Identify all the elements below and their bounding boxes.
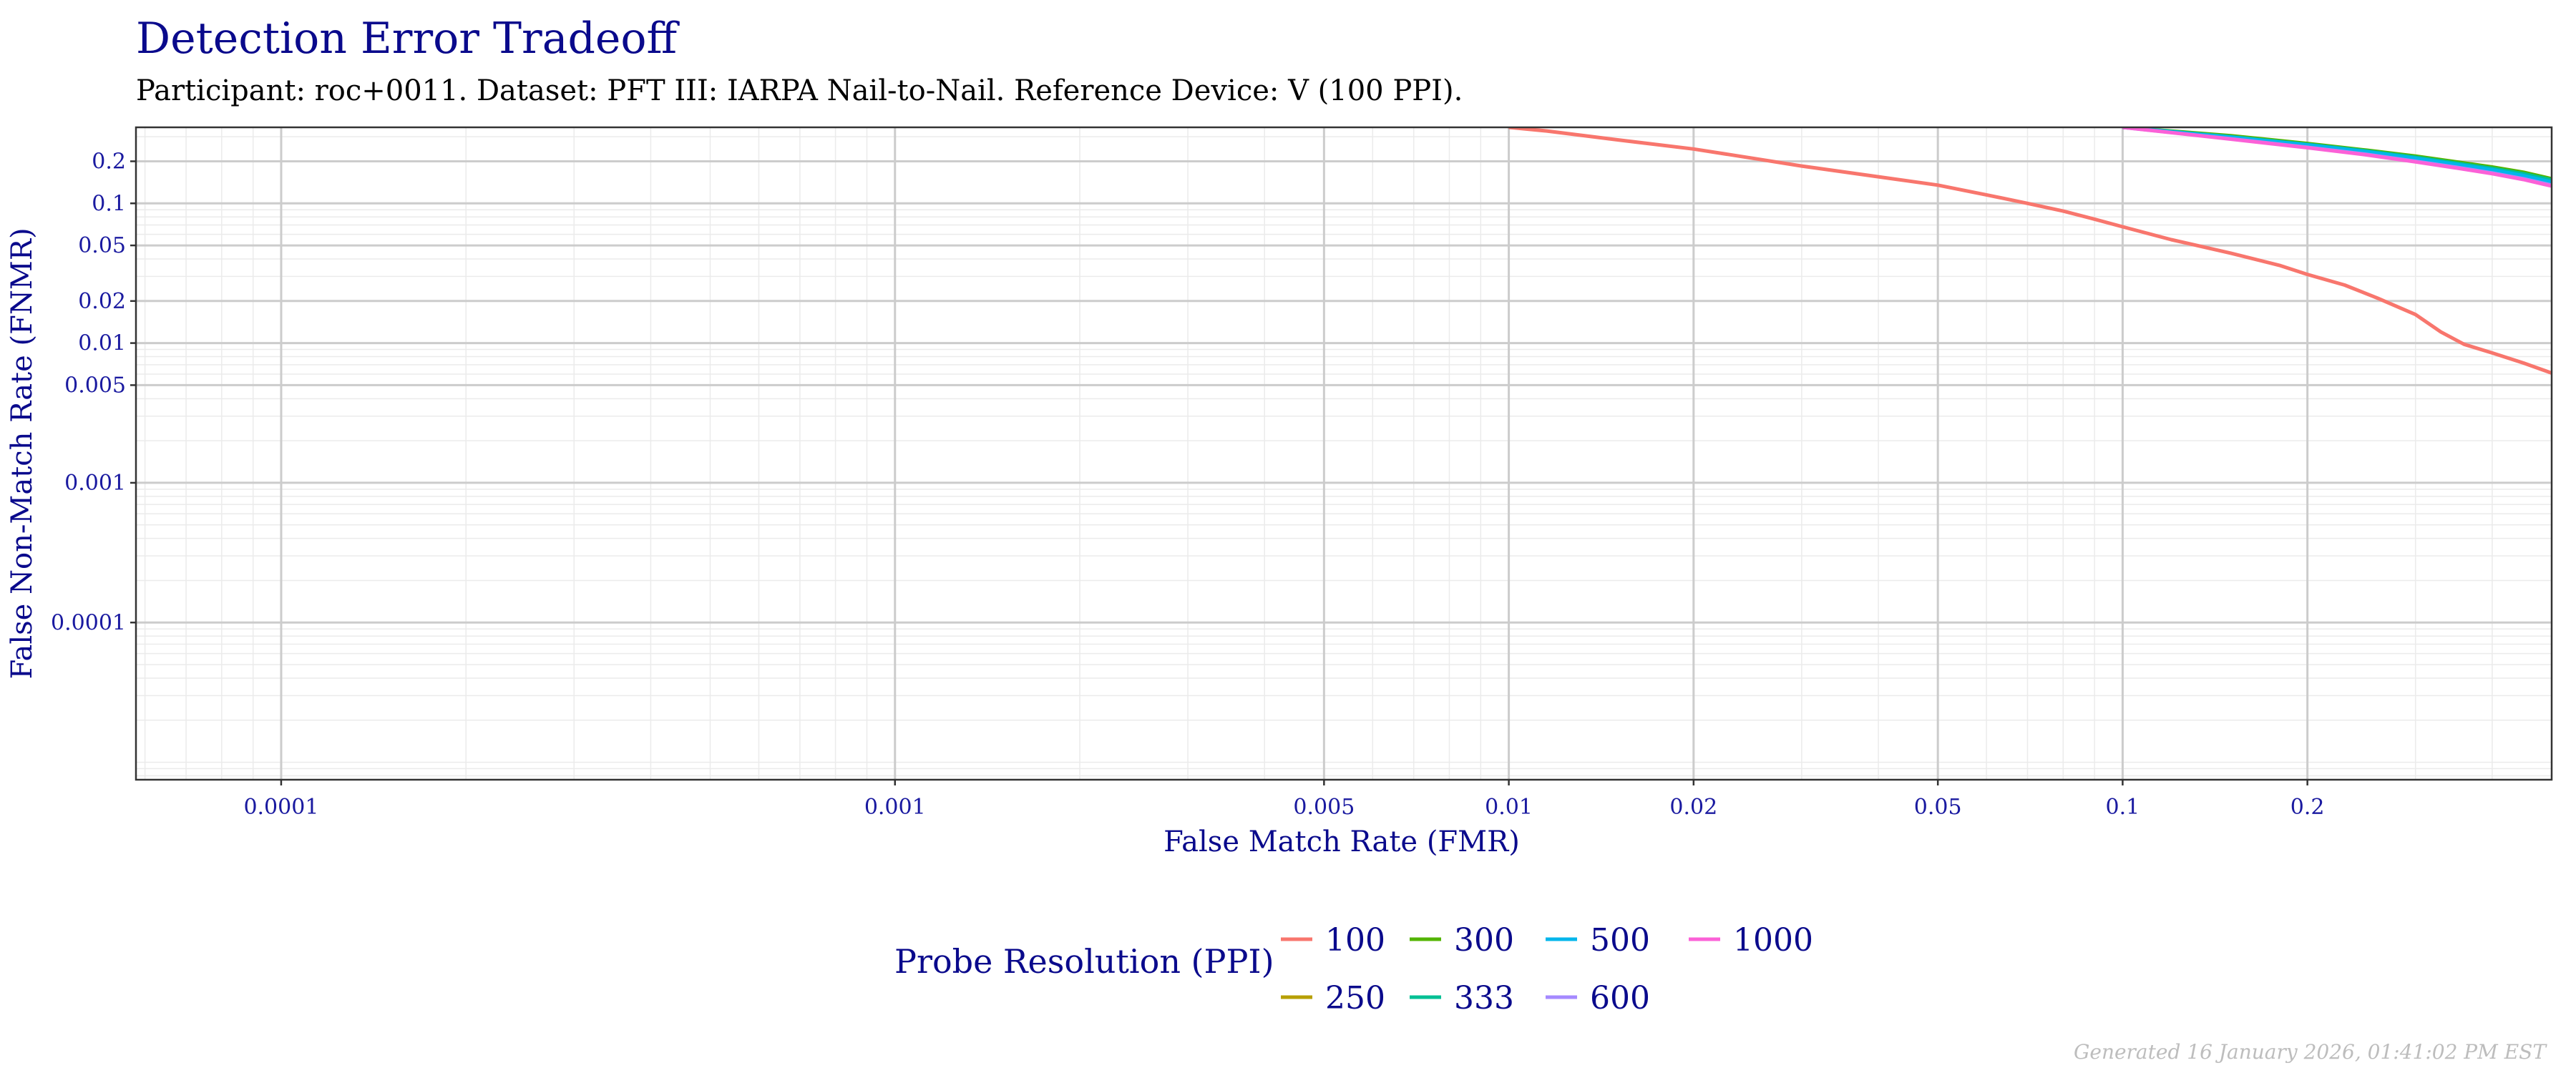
legend-label-100: 100 xyxy=(1325,922,1385,959)
x-tick-label: 0.005 xyxy=(1293,795,1355,820)
x-tick-label: 0.0001 xyxy=(243,795,318,820)
y-tick-label: 0.02 xyxy=(78,289,126,314)
series-line-100 xyxy=(1508,127,2552,375)
generated-timestamp: Generated 16 January 2026, 01:41:02 PM E… xyxy=(2074,1040,2547,1064)
x-axis-ticks: 0.0001 0.001 0.005 0.01 0.02 0.05 0.1 0.2 xyxy=(243,780,2324,820)
x-tick-label: 0.001 xyxy=(864,795,926,820)
x-tick-label: 0.1 xyxy=(2106,795,2140,820)
legend-label-250: 250 xyxy=(1325,980,1385,1016)
series-line-500 xyxy=(2122,127,2552,184)
y-tick-label: 0.01 xyxy=(78,331,126,356)
legend-label-500: 500 xyxy=(1590,922,1650,959)
legend-label-333: 333 xyxy=(1454,980,1514,1016)
chart-subtitle: Participant: roc+0011. Dataset: PFT III:… xyxy=(136,74,1463,107)
series-lines xyxy=(1508,127,2552,375)
y-tick-label: 0.2 xyxy=(92,149,126,174)
x-tick-label: 0.01 xyxy=(1485,795,1533,820)
x-tick-label: 0.05 xyxy=(1914,795,1962,820)
x-tick-label: 0.02 xyxy=(1669,795,1717,820)
y-tick-label: 0.001 xyxy=(64,471,126,496)
major-gridlines xyxy=(136,127,2552,780)
plot-border xyxy=(135,126,2553,781)
legend-label-300: 300 xyxy=(1454,922,1514,959)
legend-title: Probe Resolution (PPI) xyxy=(894,942,1274,981)
legend-items: 100 250 300 333 500 600 1000 xyxy=(1281,922,1813,1016)
chart-title: Detection Error Tradeoff xyxy=(136,14,680,64)
plot-background xyxy=(136,127,2552,780)
y-axis-label: False Non-Match Rate (FNMR) xyxy=(6,227,39,679)
y-axis-ticks: 0.2 0.1 0.05 0.02 0.01 0.005 0.001 0.0001 xyxy=(51,149,136,635)
y-tick-label: 0.005 xyxy=(64,373,126,398)
legend: Probe Resolution (PPI) 100 250 300 333 500 60… xyxy=(894,922,1813,1016)
series-line-1000 xyxy=(2122,127,2552,188)
x-tick-label: 0.2 xyxy=(2290,795,2325,820)
y-tick-label: 0.0001 xyxy=(51,610,126,635)
plot-area xyxy=(135,126,2553,781)
y-tick-label: 0.05 xyxy=(78,233,126,258)
y-tick-label: 0.1 xyxy=(92,191,126,216)
legend-label-1000: 1000 xyxy=(1733,922,1813,959)
legend-label-600: 600 xyxy=(1590,980,1650,1016)
x-axis-label: False Match Rate (FMR) xyxy=(1163,825,1520,858)
